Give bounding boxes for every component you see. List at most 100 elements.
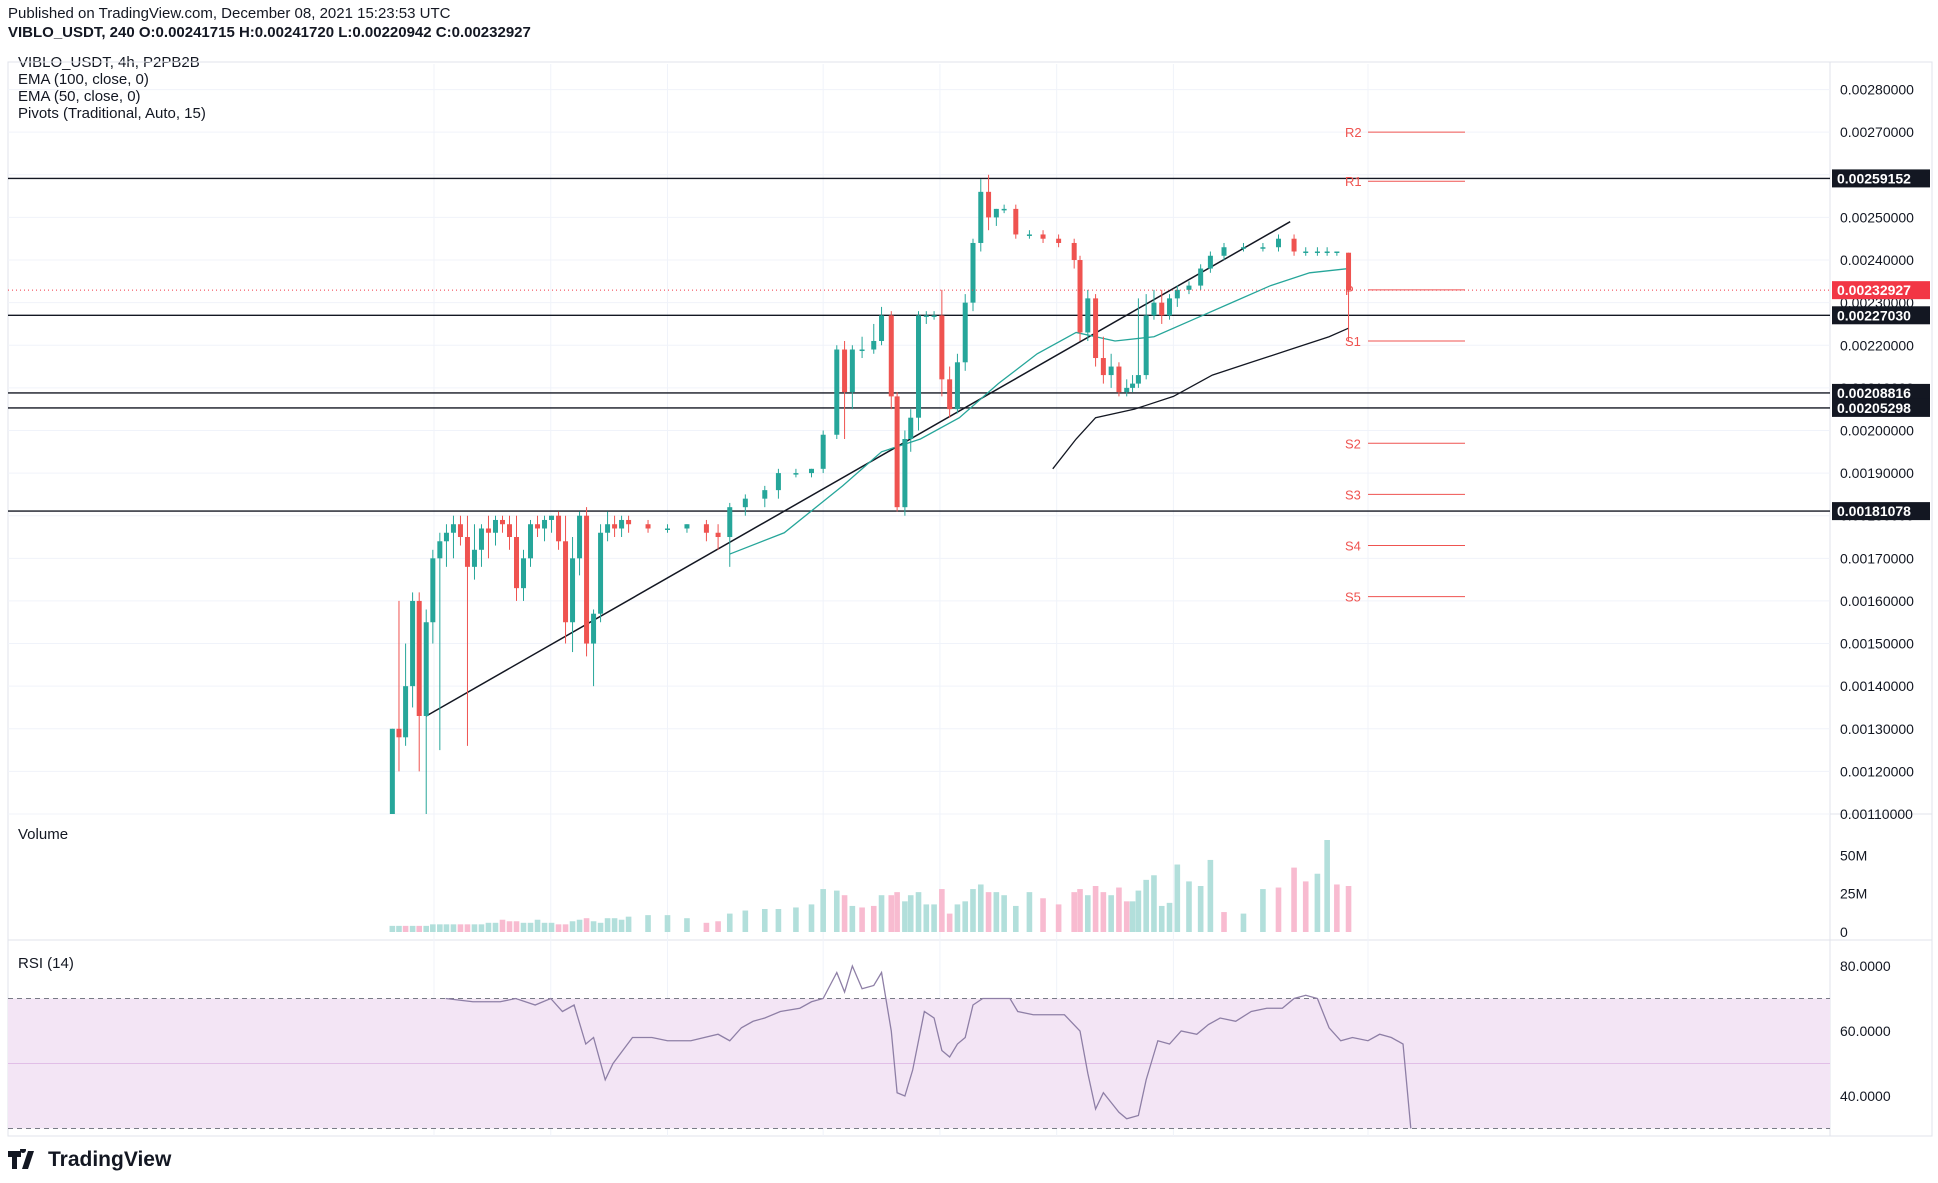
candle-body[interactable]	[535, 524, 541, 529]
candle-body[interactable]	[1221, 247, 1227, 256]
candle-body[interactable]	[871, 340, 877, 350]
candle-body[interactable]	[626, 519, 632, 525]
candle-body[interactable]	[947, 379, 953, 410]
candle-body[interactable]	[556, 515, 562, 542]
candle-body[interactable]	[1124, 387, 1130, 393]
candle-body[interactable]	[450, 524, 456, 533]
candle-body[interactable]	[645, 524, 651, 529]
candle-body[interactable]	[1093, 298, 1099, 359]
candle-body[interactable]	[665, 528, 670, 530]
candle-body[interactable]	[605, 524, 611, 533]
candle-body[interactable]	[410, 600, 416, 687]
candle-body[interactable]	[1130, 383, 1136, 388]
candle-body[interactable]	[684, 524, 690, 529]
candle-body[interactable]	[902, 439, 908, 508]
candle-body[interactable]	[1135, 375, 1141, 384]
candle-body[interactable]	[939, 315, 945, 380]
candle-body[interactable]	[1260, 247, 1266, 249]
candle-body[interactable]	[727, 507, 733, 538]
candle-body[interactable]	[528, 524, 534, 559]
candle-body[interactable]	[879, 315, 885, 341]
candle-body[interactable]	[962, 302, 968, 363]
candle-body[interactable]	[923, 315, 929, 317]
legend-volume[interactable]: Volume	[18, 826, 69, 843]
candle-body[interactable]	[521, 558, 527, 589]
candle-body[interactable]	[715, 532, 721, 538]
candle-body[interactable]	[793, 473, 799, 475]
candle-body[interactable]	[970, 242, 976, 303]
candle-body[interactable]	[1186, 285, 1192, 290]
candle-body[interactable]	[1334, 251, 1340, 254]
trendline[interactable]	[425, 221, 1291, 717]
candle-body[interactable]	[612, 524, 618, 529]
candle-body[interactable]	[1314, 251, 1320, 254]
candle-body[interactable]	[499, 519, 505, 525]
candle-body[interactable]	[1167, 298, 1173, 316]
candle-body[interactable]	[492, 519, 498, 533]
candle-body[interactable]	[1159, 302, 1165, 316]
candle-body[interactable]	[443, 532, 449, 542]
candle-body[interactable]	[1085, 298, 1091, 333]
candle-body[interactable]	[396, 728, 402, 738]
candle-body[interactable]	[1151, 302, 1157, 316]
candle-body[interactable]	[591, 613, 597, 644]
candle-body[interactable]	[1324, 251, 1330, 254]
candle-body[interactable]	[1001, 208, 1007, 211]
candle-body[interactable]	[549, 515, 555, 520]
candle-body[interactable]	[916, 315, 922, 418]
candle-body[interactable]	[389, 728, 395, 814]
candle-body[interactable]	[1346, 252, 1352, 291]
candle-body[interactable]	[563, 541, 569, 623]
candle-body[interactable]	[931, 315, 937, 317]
candle-body[interactable]	[1100, 358, 1106, 376]
candle-body[interactable]	[1040, 234, 1046, 239]
candle-body[interactable]	[954, 362, 960, 410]
legend-ema50[interactable]: EMA (50, close, 0)	[18, 88, 141, 105]
candle-body[interactable]	[859, 349, 865, 352]
legend-rsi[interactable]: RSI (14)	[18, 955, 74, 972]
chart-canvas[interactable]: 0.00110000 0.00120000 0.00130000 0.00140000…	[0, 0, 1938, 1145]
candle-body[interactable]	[993, 208, 999, 218]
tradingview-logo[interactable]: TradingView	[8, 1148, 171, 1172]
candle-body[interactable]	[584, 515, 590, 644]
candle-body[interactable]	[775, 473, 781, 491]
candle-body[interactable]	[762, 490, 768, 499]
candle-body[interactable]	[471, 549, 477, 567]
legend-ema100[interactable]: EMA (100, close, 0)	[18, 71, 149, 88]
candle-body[interactable]	[978, 191, 984, 243]
legend-pivots[interactable]: Pivots (Traditional, Auto, 15)	[18, 105, 206, 122]
candle-body[interactable]	[423, 622, 429, 716]
candle-body[interactable]	[457, 524, 463, 538]
candle-body[interactable]	[834, 349, 840, 435]
candle-body[interactable]	[1240, 247, 1246, 249]
candle-body[interactable]	[570, 558, 576, 623]
candle-body[interactable]	[842, 349, 848, 393]
candle-body[interactable]	[619, 519, 625, 529]
candle-body[interactable]	[416, 600, 422, 716]
candle-body[interactable]	[514, 537, 520, 589]
candle-body[interactable]	[464, 537, 470, 567]
candle-body[interactable]	[908, 417, 914, 439]
candle-body[interactable]	[1056, 238, 1062, 243]
candle-body[interactable]	[577, 515, 583, 559]
candle-body[interactable]	[485, 528, 491, 533]
candle-body[interactable]	[1116, 366, 1122, 393]
candle-body[interactable]	[478, 528, 484, 550]
candle-body[interactable]	[1013, 208, 1019, 235]
candle-body[interactable]	[808, 468, 814, 474]
candle-body[interactable]	[986, 191, 992, 218]
candle-body[interactable]	[1026, 234, 1032, 236]
candle-body[interactable]	[1077, 260, 1083, 333]
candle-body[interactable]	[1275, 238, 1281, 248]
candle-body[interactable]	[703, 524, 709, 533]
candle-body[interactable]	[888, 315, 894, 397]
candle-body[interactable]	[1303, 251, 1309, 254]
candle-body[interactable]	[542, 519, 548, 529]
candle-body[interactable]	[742, 498, 748, 508]
candle-body[interactable]	[1198, 268, 1204, 286]
candle-body[interactable]	[437, 541, 443, 559]
candle-body[interactable]	[849, 349, 855, 393]
candle-body[interactable]	[1291, 238, 1297, 252]
candle-body[interactable]	[598, 532, 604, 614]
candle-body[interactable]	[1207, 255, 1213, 269]
